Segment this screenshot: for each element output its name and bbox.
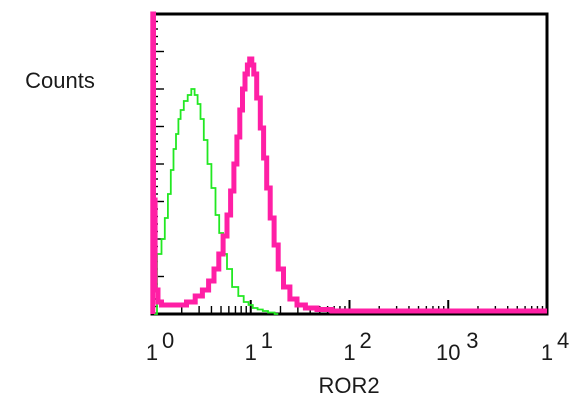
- x-tick-label-exponent: 0: [162, 328, 174, 353]
- x-tick-label-base: 1: [541, 340, 553, 365]
- x-tick-label-exponent: 1: [261, 328, 273, 353]
- x-tick-label-exponent: 2: [360, 328, 372, 353]
- x-axis-label: ROR2: [318, 373, 379, 398]
- x-tick-label-base: 1: [245, 340, 257, 365]
- x-tick-label-base: 1: [146, 340, 158, 365]
- x-tick-label-exponent: 3: [466, 328, 478, 353]
- x-tick-label-base: 10: [436, 340, 460, 365]
- x-tick-label-exponent: 4: [557, 328, 569, 353]
- x-tick-label-base: 1: [343, 340, 355, 365]
- y-axis-label: Counts: [25, 68, 95, 93]
